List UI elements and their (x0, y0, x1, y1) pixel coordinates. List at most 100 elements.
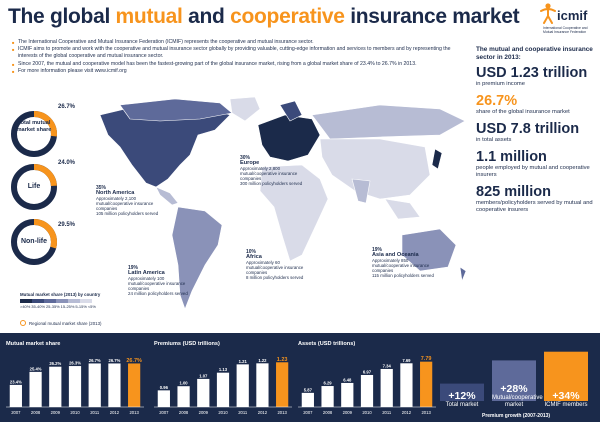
region-policyholders: 105 million policyholders served (96, 211, 159, 216)
tick-label: 2008 (179, 410, 189, 415)
data-label: 1.00 (179, 381, 188, 386)
map-asia (319, 138, 431, 200)
map-southeast-asia (384, 198, 421, 220)
donut-pct: 26.7% (58, 104, 76, 110)
region-companies: Approximately 100 mutual/cooperative ins… (128, 276, 186, 291)
logo-wordmark: icmif (557, 8, 588, 23)
intro-item: ICMIF aims to promote and work with the … (12, 46, 462, 60)
tick-label: 2013 (129, 410, 139, 415)
region-pct: 19% (372, 247, 383, 253)
tick-label: 2012 (258, 410, 268, 415)
region-north-america: 35% North America Approximately 2,100 mu… (96, 186, 166, 217)
world-map (99, 96, 467, 310)
donut-label: Non-life (20, 238, 48, 245)
bar (88, 363, 101, 407)
bar (276, 362, 289, 407)
bar (216, 372, 230, 407)
legend-swatch (56, 299, 68, 303)
chart-svg: 0.96 2007 1.00 2008 1.07 2009 1.13 2010 1.21 2011… (154, 357, 292, 415)
stat-caption: in total assets (476, 137, 512, 143)
data-label: 26.2% (49, 361, 61, 366)
bar (400, 363, 413, 407)
legend-tick: <5% (87, 304, 96, 309)
donut-ring (11, 164, 57, 210)
tick-label: 2011 (238, 410, 248, 415)
chart-premiums: Premiums (USD trillions) 0.96 2007 1.00 200… (154, 341, 294, 417)
donut-label: Total mutual market share (16, 120, 52, 133)
stat-members: 825 million members/policyholders served… (476, 184, 596, 214)
data-label: 26.7% (126, 358, 142, 364)
stat-value: USD 7.8 trillion (476, 121, 580, 137)
intro-list: The International Cooperative and Mutual… (12, 39, 462, 75)
legend-tick: 35-40% (31, 304, 46, 309)
data-label: 26.7% (108, 358, 120, 363)
bar (9, 384, 22, 407)
stats-panel: The mutual and cooperative insurance sec… (476, 46, 596, 219)
region-policyholders: 300 million policyholders served (240, 181, 303, 186)
data-label: 1.21 (239, 359, 248, 364)
data-label: 1.22 (258, 358, 267, 363)
chart-title: Mutual market share (6, 341, 61, 347)
bar (301, 392, 314, 407)
legend-tick: 25-35% (45, 304, 60, 309)
region-pct: 19% (128, 265, 139, 271)
legend-tick: >40% (20, 304, 31, 309)
map-south-america (171, 206, 223, 310)
data-label: 1.23 (277, 357, 288, 363)
chart-mutual-share: Mutual market share 23.4% 2007 25.4% 2008 26… (6, 341, 146, 417)
donut-pct: 29.5% (58, 222, 76, 228)
bar (29, 371, 42, 407)
legend-tick: 5-15% (75, 304, 87, 309)
data-label: 7.34 (383, 363, 392, 368)
map-russia (311, 104, 466, 140)
data-label: 25.4% (30, 366, 42, 371)
chart-title: Assets (USD trillions) (298, 341, 356, 347)
bottom-charts-band: Mutual market share 23.4% 2007 25.4% 2008 26… (0, 333, 600, 422)
tick-label: 2012 (110, 410, 120, 415)
map-japan (431, 148, 443, 170)
bar (197, 378, 210, 407)
regional-ring-icon (20, 320, 26, 326)
growth-value: +34% (552, 390, 580, 402)
region-name: Africa (246, 254, 262, 260)
data-label: 23.4% (10, 379, 22, 384)
legend-swatch (44, 299, 56, 303)
map-india (351, 178, 371, 204)
stat-premium: USD 1.23 trillion in premium income (476, 65, 596, 88)
region-name: North America (96, 190, 135, 196)
growth-col-total: +12% Total market (440, 390, 484, 409)
donut-label: Life (27, 183, 41, 190)
region-companies: Approximately 2,100 mutual/cooperative i… (96, 196, 154, 211)
map-legend: Mutual market share (2013) by country >4… (20, 292, 100, 309)
chart-assets: Assets (USD trillions) 5.87 2007 6.29 2008 6… (298, 341, 438, 417)
logo-subtitle: International Cooperative and Mutual Ins… (543, 26, 588, 34)
map-africa (259, 164, 329, 262)
region-pct: 30% (240, 155, 251, 161)
tick-label: 2013 (421, 410, 431, 415)
region-companies: Approximately 850 mutual/cooperative ins… (372, 258, 430, 273)
growth-col-icmif: +34% ICMIF members (544, 390, 588, 409)
data-label: 6.97 (363, 369, 372, 374)
growth-value: +12% (448, 390, 476, 402)
bar (380, 368, 393, 407)
legend-regional: Regional mutual market share (2013) (20, 320, 101, 326)
stat-caption: members/policyholders served by mutual a… (476, 200, 593, 213)
tick-label: 2010 (362, 410, 372, 415)
legend-swatch (68, 299, 80, 303)
tick-label: 2010 (218, 410, 228, 415)
tick-label: 2009 (343, 410, 353, 415)
data-label: 6.29 (323, 381, 332, 386)
intro-item: The International Cooperative and Mutual… (12, 39, 462, 46)
region-asia-oceania: 19% Asia and Oceania Approximately 850 m… (372, 247, 434, 279)
tick-label: 2009 (199, 410, 209, 415)
growth-label: ICMIF members (544, 402, 588, 408)
icmif-logo: icmif International Cooperative and Mutu… (533, 2, 597, 40)
region-name: Europe (240, 160, 260, 166)
chart-title: Premiums (USD trillions) (154, 341, 220, 347)
tick-label: 2009 (51, 410, 61, 415)
tick-label: 2007 (303, 410, 313, 415)
data-label: 0.96 (160, 385, 169, 390)
intro-item: For more information please visit www.ic… (12, 68, 462, 75)
data-label: 5.87 (304, 387, 313, 392)
bar (108, 363, 121, 407)
